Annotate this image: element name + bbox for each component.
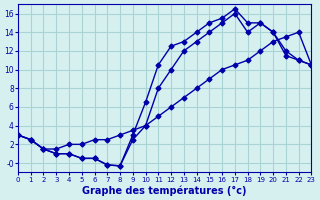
X-axis label: Graphe des températures (°c): Graphe des températures (°c) [83, 185, 247, 196]
